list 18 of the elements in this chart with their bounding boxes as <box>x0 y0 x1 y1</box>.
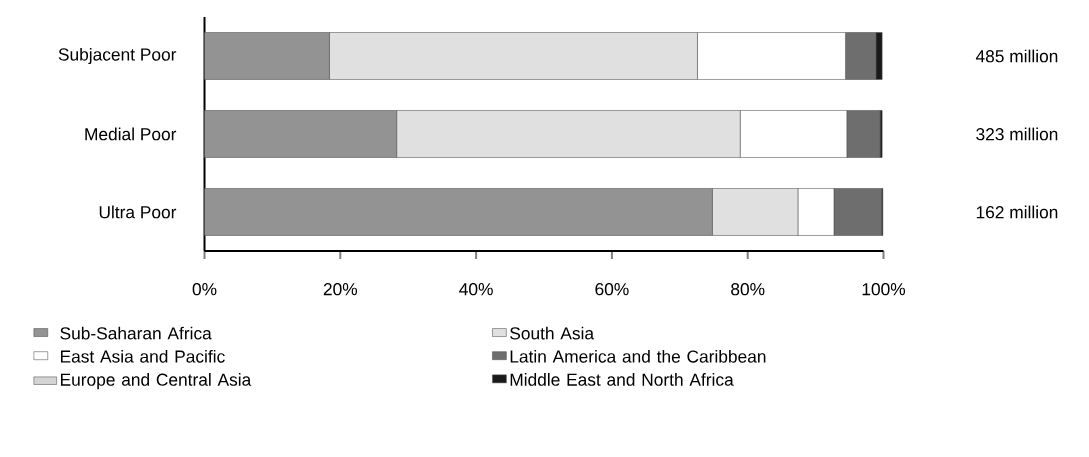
x-tick-label: 60% <box>595 283 629 296</box>
x-tick-label: 80% <box>731 283 765 296</box>
y-tick-label: Medial Poor <box>85 127 177 141</box>
text: 162 million <box>976 205 1058 219</box>
legend-label: South Asia <box>510 326 595 340</box>
x-tick-label: 100% <box>862 283 906 296</box>
legend-label: East Asia and Pacific <box>60 349 225 363</box>
legend-label: Sub-Saharan Africa <box>60 326 212 340</box>
x-tick-label: 20% <box>323 283 358 296</box>
text: 485 million <box>975 49 1058 63</box>
x-tick-label: 40% <box>459 283 493 296</box>
y-tick-label: Ultra Poor <box>99 205 177 219</box>
x-tick-label: 0% <box>192 283 217 296</box>
legend-label: Latin America and the Caribbean <box>510 349 766 363</box>
text: 323 million <box>976 127 1058 141</box>
legend-label: Middle East and North Africa <box>510 373 734 386</box>
legend-label: Europe and Central Asia <box>60 373 252 390</box>
y-tick-label: Subjacent Poor <box>58 47 177 65</box>
